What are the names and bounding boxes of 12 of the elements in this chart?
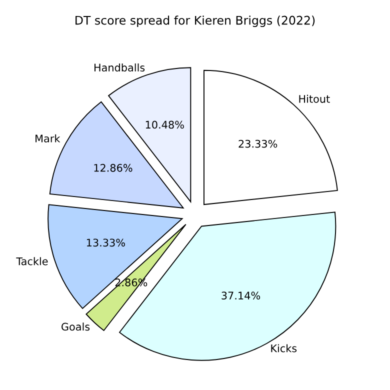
slice-label: Goals [62, 322, 90, 331]
data-label: 13.33% [86, 238, 125, 247]
data-label: 12.86% [94, 164, 132, 172]
data-label: 23.33% [238, 140, 278, 148]
data-label: 10.48% [146, 120, 184, 129]
data-label: 37.14% [222, 292, 260, 300]
slice-label: Mark [36, 134, 60, 142]
chart-title: DT score spread for Kieren Briggs (2022) [76, 16, 315, 28]
slice-label: Kicks [271, 344, 297, 352]
slice-label: Handballs [94, 63, 145, 72]
slice-label: Hitout [299, 94, 330, 103]
slice-label: Tackle [16, 257, 48, 266]
